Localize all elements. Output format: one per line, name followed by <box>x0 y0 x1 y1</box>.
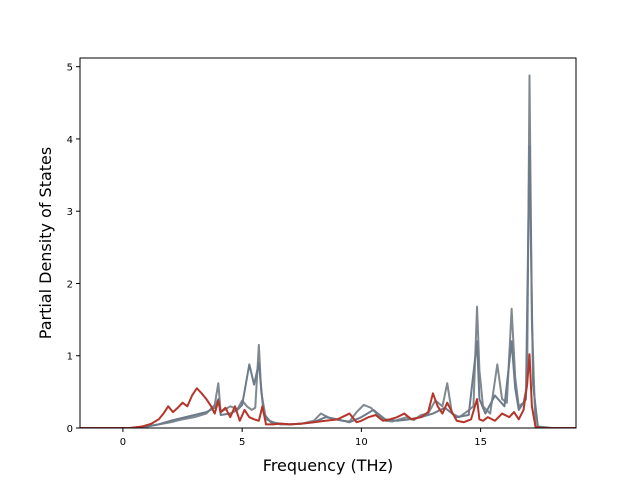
y-tick-label: 4 <box>67 135 73 146</box>
x-tick-label: 5 <box>239 437 245 448</box>
series-layer <box>80 74 576 428</box>
y-tick-label: 2 <box>67 279 73 290</box>
y-tick-label: 0 <box>67 424 73 435</box>
y-tick-label: 3 <box>67 207 73 218</box>
y-axis-label: Partial Density of States <box>36 147 55 339</box>
x-tick-label: 10 <box>355 437 368 448</box>
x-axis-label: Frequency (THz) <box>263 456 393 475</box>
x-tick-label: 0 <box>120 437 126 448</box>
x-tick-label: 15 <box>474 437 487 448</box>
series-line-3 <box>80 353 576 428</box>
plot-frame <box>79 57 577 429</box>
series-line-2 <box>80 145 576 428</box>
y-tick-label: 1 <box>67 352 73 363</box>
x-axis-ticks: 0 5 10 15 <box>120 428 487 448</box>
y-axis-ticks: 0 1 2 3 4 5 <box>67 63 80 435</box>
y-tick-label: 5 <box>67 63 73 74</box>
